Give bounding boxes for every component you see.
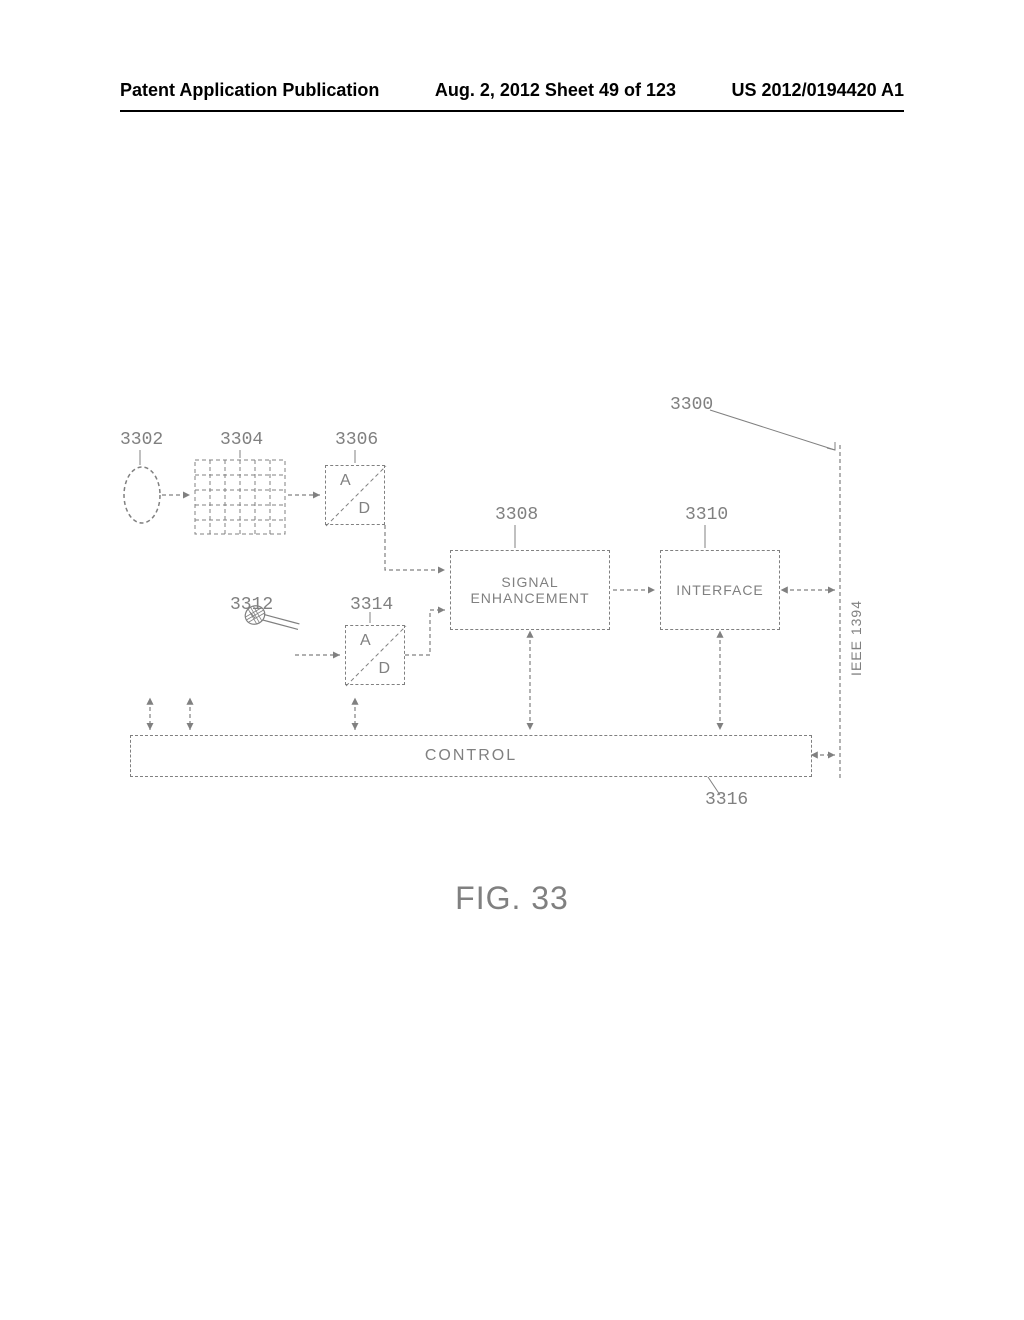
page-header: Patent Application Publication Aug. 2, 2… — [0, 80, 1024, 101]
ref-3314: 3314 — [350, 595, 393, 615]
ad-converter-1: A D — [325, 465, 385, 525]
figure-caption: FIG. 33 — [0, 880, 1024, 917]
header-center: Aug. 2, 2012 Sheet 49 of 123 — [435, 80, 676, 101]
ieee1394-label: IEEE 1394 — [848, 600, 864, 676]
ref-3302: 3302 — [120, 430, 163, 450]
diagram-svg — [100, 400, 924, 900]
header-left: Patent Application Publication — [120, 80, 379, 101]
header-right: US 2012/0194420 A1 — [732, 80, 904, 101]
ad1-a-label: A — [340, 472, 351, 490]
ref-3306: 3306 — [335, 430, 378, 450]
arrow-ad2-signal — [405, 610, 445, 655]
interface-block: INTERFACE — [660, 550, 780, 630]
ad2-a-label: A — [360, 632, 371, 650]
interface-label: INTERFACE — [676, 582, 764, 598]
ref-3304: 3304 — [220, 430, 263, 450]
ref-3310: 3310 — [685, 505, 728, 525]
header-rule — [120, 110, 904, 112]
ref-3312: 3312 — [230, 595, 273, 615]
ref-3316: 3316 — [705, 790, 748, 810]
control-label: CONTROL — [425, 747, 517, 765]
ref-3300: 3300 — [670, 395, 713, 415]
ad2-d-label: D — [378, 660, 390, 678]
signal-enhancement-block: SIGNAL ENHANCEMENT — [450, 550, 610, 630]
signal-label: SIGNAL ENHANCEMENT — [470, 574, 589, 606]
sensor-grid — [195, 460, 285, 534]
ad1-d-label: D — [358, 500, 370, 518]
ad-converter-2: A D — [345, 625, 405, 685]
block-diagram: A D A D SIGNAL ENHANCEMENT INTERFACE CON… — [100, 400, 924, 900]
lens-shape — [124, 467, 160, 523]
control-block: CONTROL — [130, 735, 812, 777]
arrow-ad1-signal — [385, 525, 445, 570]
leader-3300-arrow — [827, 442, 835, 450]
leader-3300 — [710, 410, 835, 450]
ref-3308: 3308 — [495, 505, 538, 525]
